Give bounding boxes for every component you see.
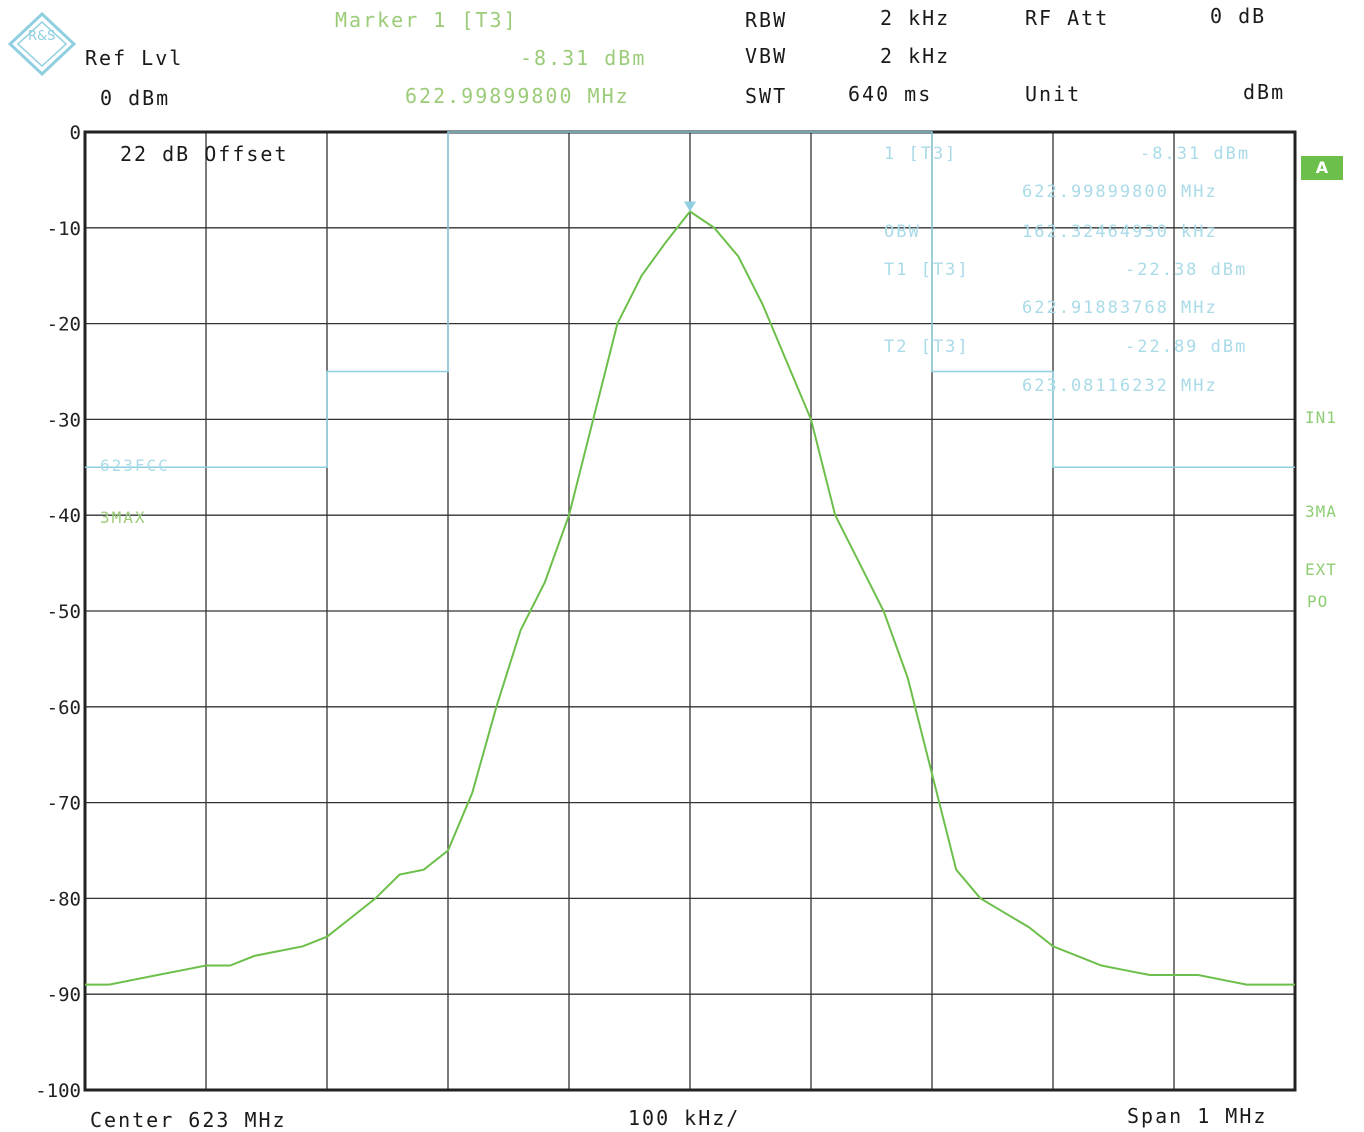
y-tick-label: -10	[47, 218, 81, 240]
freq-div: 100 kHz/	[628, 1106, 741, 1130]
y-tick-label: -30	[47, 409, 81, 431]
marker1-freq: 622.99899800 MHz	[1022, 182, 1218, 202]
logo-text: R&S	[28, 29, 55, 44]
marker-freq: 622.99899800 MHz	[405, 84, 630, 108]
t2-label: T2 [T3]	[884, 337, 970, 357]
t1-value: -22.38 dBm	[1125, 260, 1248, 280]
vbw-value: 2 kHz	[880, 44, 951, 68]
swt-label: SWT	[745, 84, 788, 108]
y-tick-label: -90	[47, 984, 81, 1006]
t1-label: T1 [T3]	[884, 260, 970, 280]
rs-logo: R&S	[8, 12, 76, 76]
y-tick-label: -50	[47, 601, 81, 623]
obw-label: OBW	[884, 222, 921, 242]
rbw-label: RBW	[745, 8, 788, 32]
rfatt-value: 0 dB	[1210, 4, 1267, 28]
y-tick-label: -40	[47, 505, 81, 527]
marker-level: -8.31 dBm	[520, 46, 647, 70]
y-tick-label: -100	[35, 1080, 81, 1102]
swt-value: 640 ms	[848, 82, 933, 106]
side-label-in1: IN1	[1305, 408, 1337, 427]
center-freq: Center 623 MHz	[90, 1108, 287, 1132]
limit-line-label: 623FCC	[100, 456, 170, 475]
obw-value: 162.32464930 kHz	[1022, 222, 1218, 242]
trace-label: 3MAX	[100, 508, 147, 527]
rbw-value: 2 kHz	[880, 6, 951, 30]
side-label-ext: EXT	[1305, 560, 1337, 579]
t1-freq: 622.91883768 MHz	[1022, 298, 1218, 318]
ref-lvl-value: 0 dBm	[100, 86, 171, 110]
y-tick-label: -80	[47, 888, 81, 910]
ref-lvl-label: Ref Lvl	[85, 46, 184, 70]
marker1-value: -8.31 dBm	[1140, 144, 1251, 164]
unit-label: Unit	[1025, 82, 1082, 106]
vbw-label: VBW	[745, 44, 788, 68]
y-tick-label: -20	[47, 314, 81, 336]
span: Span 1 MHz	[1127, 1104, 1268, 1128]
unit-value: dBm	[1243, 80, 1286, 104]
y-tick-label: 0	[70, 122, 81, 144]
t2-value: -22.89 dBm	[1125, 337, 1248, 357]
marker1-label: 1 [T3]	[884, 144, 958, 164]
side-label-3ma: 3MA	[1305, 502, 1337, 521]
y-tick-label: -70	[47, 793, 81, 815]
offset-text: 22 dB Offset	[120, 142, 289, 166]
marker-label: Marker 1 [T3]	[335, 8, 518, 32]
trace-a-badge: A	[1301, 156, 1343, 180]
y-tick-label: -60	[47, 697, 81, 719]
marker-1-icon	[684, 201, 696, 212]
t2-freq: 623.08116232 MHz	[1022, 376, 1218, 396]
limit-623fcc-line	[85, 131, 1295, 469]
side-label-po: PO	[1307, 592, 1329, 611]
rfatt-label: RF Att	[1025, 6, 1110, 30]
